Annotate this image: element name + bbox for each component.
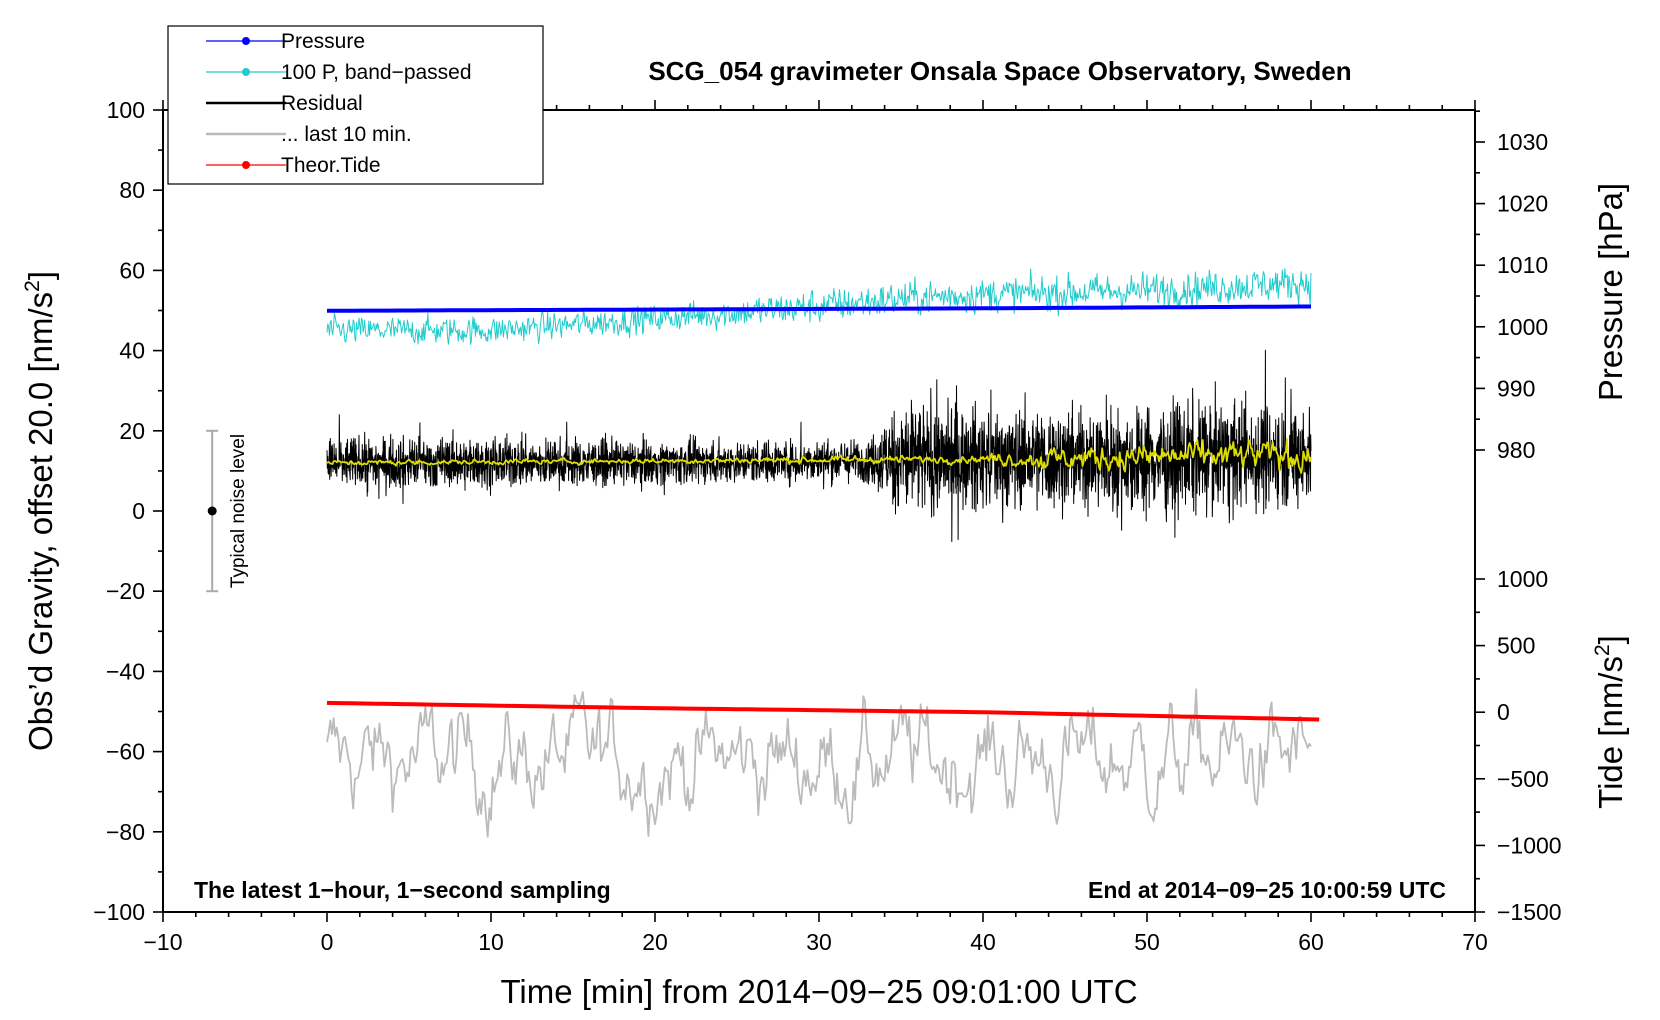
- x-tick-label: 40: [970, 929, 996, 955]
- y-tick-label-left: 0: [132, 498, 145, 524]
- pressure-tick-label: 1020: [1497, 191, 1548, 217]
- tide-tick-label: 0: [1497, 699, 1510, 725]
- noise-label: Typical noise level: [228, 434, 249, 588]
- legend-marker: [242, 37, 250, 45]
- end-time-note: End at 2014−09−25 10:00:59 UTC: [1088, 877, 1446, 903]
- series-residual: [326, 349, 1312, 542]
- x-tick-label: 10: [478, 929, 504, 955]
- x-tick-label: 70: [1462, 929, 1488, 955]
- y-axis-title-left: Obs’d Gravity, offset 20.0 [nm/s2]: [21, 271, 59, 751]
- y-tick-label-left: −40: [106, 658, 145, 684]
- pressure-tick-label: 980: [1497, 437, 1535, 463]
- x-tick-label: 20: [642, 929, 668, 955]
- noise-bar-center: [207, 506, 217, 516]
- x-axis-title: Time [min] from 2014−09−25 09:01:00 UTC: [500, 973, 1137, 1010]
- y-tick-label-left: −60: [106, 739, 145, 765]
- y-tick-label-left: 100: [107, 97, 145, 123]
- x-tick-label: 60: [1298, 929, 1324, 955]
- legend-label: Theor.Tide: [281, 154, 381, 177]
- x-tick-label: 30: [806, 929, 832, 955]
- y-tick-label-left: −80: [106, 819, 145, 845]
- series-pressure: [326, 304, 1311, 313]
- tide-tick-label: 1000: [1497, 566, 1548, 592]
- tide-tick-label: −1500: [1497, 899, 1562, 925]
- pressure-tick-label: 1010: [1497, 252, 1548, 278]
- pressure-tick-label: 990: [1497, 375, 1535, 401]
- legend-marker: [242, 161, 250, 169]
- pressure-tick-label: 1030: [1497, 129, 1548, 155]
- pressure-axis-title: Pressure [hPa]: [1592, 183, 1629, 401]
- y-tick-label-left: 80: [119, 177, 145, 203]
- x-tick-label: 50: [1134, 929, 1160, 955]
- legend-box: [167, 25, 544, 185]
- y-tick-label-left: −100: [93, 899, 145, 925]
- series-100-p-band-passed: [326, 268, 1312, 345]
- series-theor-tide: [326, 700, 1320, 722]
- chart-title: SCG_054 gravimeter Onsala Space Observat…: [648, 56, 1351, 86]
- tide-axis-title: Tide [nm/s2]: [1591, 635, 1629, 809]
- y-tick-label-left: 20: [119, 418, 145, 444]
- tide-tick-label: 500: [1497, 633, 1535, 659]
- x-tick-label: 0: [321, 929, 334, 955]
- legend-label: Pressure: [281, 30, 365, 53]
- tide-tick-label: −1000: [1497, 832, 1562, 858]
- tide-tick-label: −500: [1497, 766, 1549, 792]
- legend-marker: [242, 68, 250, 76]
- legend-label: 100 P, band−passed: [281, 61, 472, 84]
- y-tick-label-left: 40: [119, 338, 145, 364]
- sampling-note: The latest 1−hour, 1−second sampling: [194, 877, 611, 903]
- pressure-tick-label: 1000: [1497, 314, 1548, 340]
- legend-label: ... last 10 min.: [281, 123, 412, 146]
- y-tick-label-left: 60: [119, 257, 145, 283]
- legend-label: Residual: [281, 92, 363, 115]
- y-tick-label-left: −20: [106, 578, 145, 604]
- series-last-10-min: [326, 688, 1312, 838]
- x-tick-label: −10: [143, 929, 182, 955]
- series-residual-smoothed: [326, 437, 1312, 474]
